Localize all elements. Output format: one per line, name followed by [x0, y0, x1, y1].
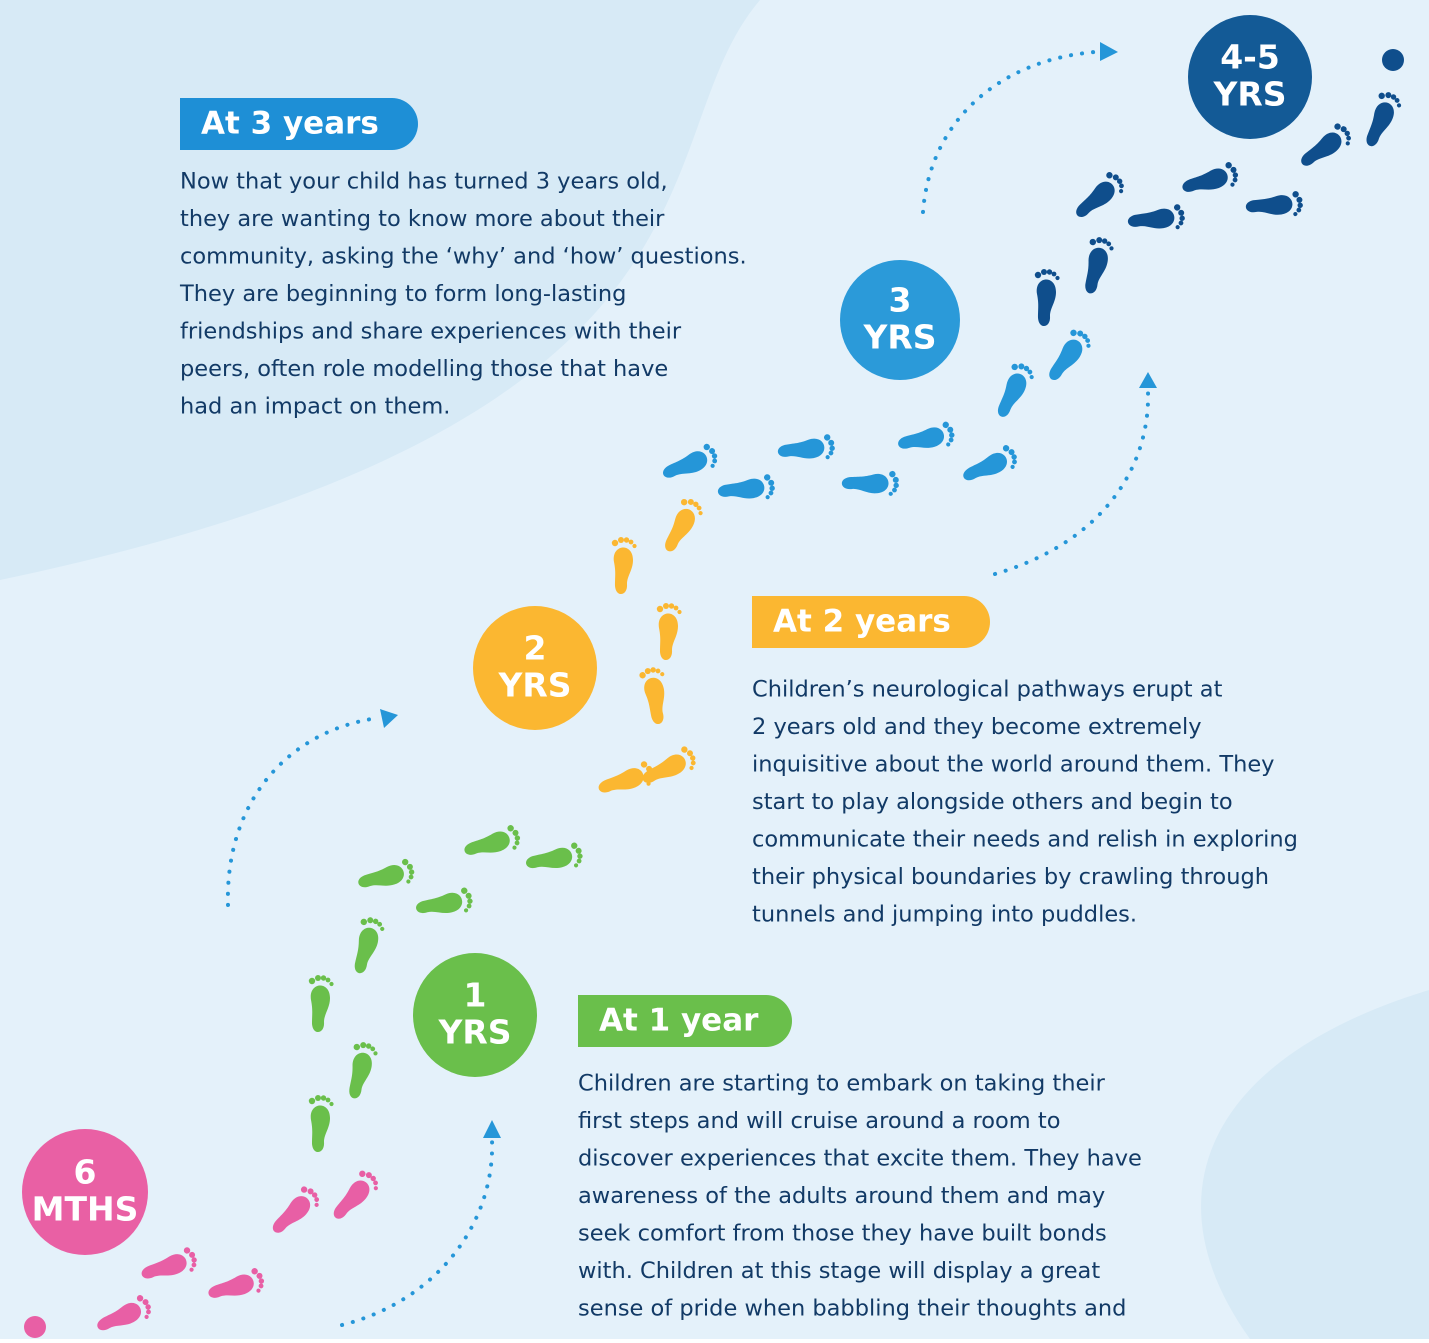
paragraph-line: inquisitive about the world around them.…: [752, 752, 1275, 778]
milestone-label: YRS: [437, 1013, 511, 1052]
paragraph-line: tunnels and jumping into puddles.: [752, 902, 1137, 928]
paragraph-line: had an impact on them.: [180, 394, 450, 420]
paragraph-line: seek comfort from those they have built …: [578, 1221, 1107, 1247]
paragraph-line: their physical boundaries by crawling th…: [752, 864, 1269, 890]
dot: [1382, 49, 1404, 71]
paragraph-line: Children are starting to embark on takin…: [578, 1071, 1106, 1097]
paragraph-line: awareness of the adults around them and …: [578, 1183, 1105, 1209]
milestone-label: YRS: [862, 318, 936, 357]
milestone-label: 4-5: [1220, 38, 1280, 77]
paragraph-line: communicate their needs and relish in ex…: [752, 827, 1298, 853]
paragraph-line: Now that your child has turned 3 years o…: [180, 169, 668, 195]
section-heading: At 1 year: [599, 1003, 759, 1039]
paragraph-line: discover experiences that excite them. T…: [578, 1146, 1142, 1172]
section-heading: At 2 years: [773, 604, 951, 640]
paragraph-line: sense of pride when babbling their thoug…: [578, 1296, 1126, 1322]
dot: [24, 1316, 46, 1338]
milestone-label: 6: [74, 1153, 97, 1192]
paragraph-line: community, asking the ‘why’ and ‘how’ qu…: [180, 244, 747, 270]
milestone-label: 3: [889, 281, 912, 320]
paragraph-line: with. Children at this stage will displa…: [578, 1258, 1100, 1284]
paragraph-line: start to play alongside others and begin…: [752, 789, 1233, 815]
paragraph-line: friendships and share experiences with t…: [180, 319, 682, 345]
infographic: 4-5YRS3YRS2YRS1YRS6MTHS At 3 yearsNow th…: [0, 0, 1429, 1339]
section-heading: At 3 years: [201, 106, 379, 142]
milestone-label: YRS: [1212, 75, 1286, 114]
paragraph-line: peers, often role modelling those that h…: [180, 356, 668, 382]
paragraph-line: Children’s neurological pathways erupt a…: [752, 677, 1223, 703]
paragraph-line: they are wanting to know more about thei…: [180, 206, 665, 232]
milestone-label: YRS: [497, 666, 571, 705]
paragraph-line: They are beginning to form long-lasting: [179, 281, 626, 307]
milestone-label: 2: [524, 629, 547, 668]
paragraph-line: 2 years old and they become extremely: [752, 714, 1202, 740]
milestone-label: 1: [464, 976, 487, 1015]
milestone-label: MTHS: [32, 1190, 139, 1229]
paragraph-line: first steps and will cruise around a roo…: [578, 1108, 1060, 1134]
